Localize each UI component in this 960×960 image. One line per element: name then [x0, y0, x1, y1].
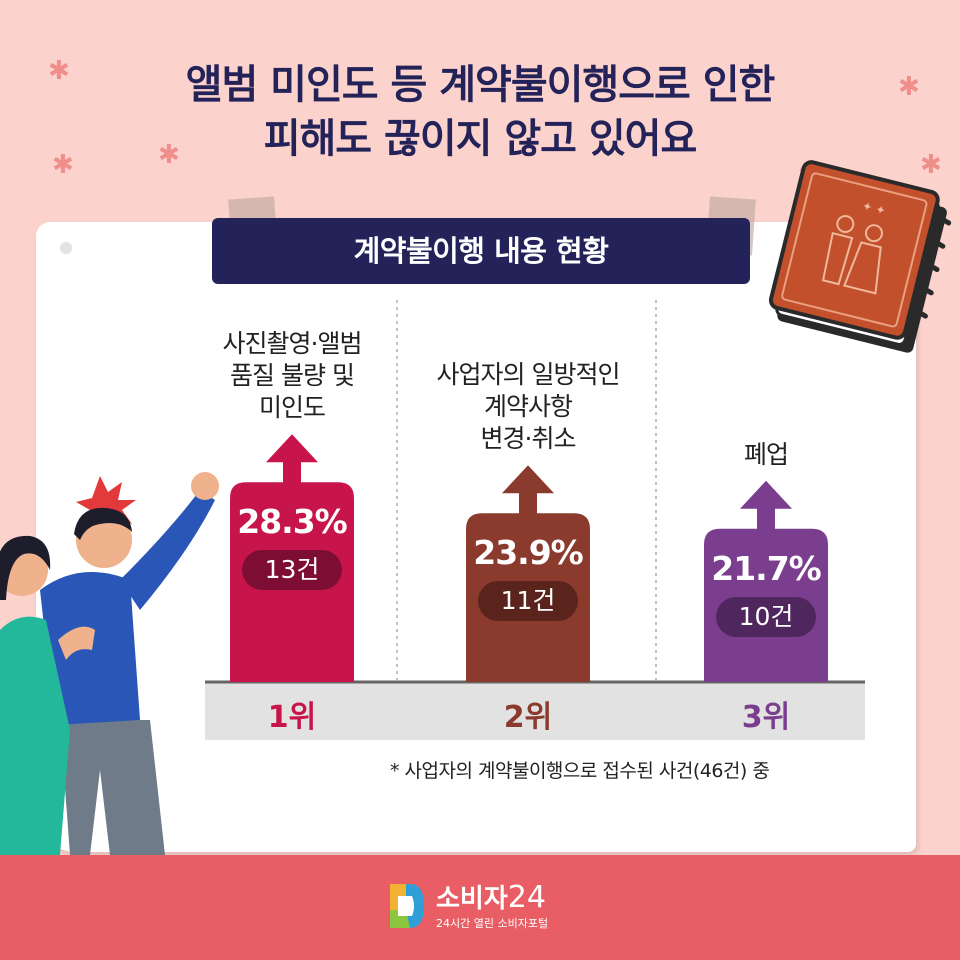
category-label-line: 폐업 [743, 439, 789, 469]
star-icon: ✱ [48, 56, 70, 86]
headline-line2: 피해도 끊이지 않고 있어요 [263, 116, 698, 162]
star-icon: ✱ [52, 150, 74, 180]
brand-number: 24 [507, 880, 546, 915]
chart-title-banner: 계약불이행 내용 현황 [212, 218, 750, 284]
footer-bar [0, 855, 960, 960]
arrow-up-icon [740, 480, 792, 509]
rank-label: 1위 [267, 700, 317, 735]
percent-label: 28.3% [237, 502, 348, 542]
worried-couple-illustration [0, 472, 219, 855]
percent-label: 23.9% [473, 533, 584, 573]
category-label-line: 품질 불량 및 [230, 361, 355, 391]
category-label: 폐업 [636, 439, 896, 471]
star-icon: ✱ [898, 72, 920, 102]
page-headline: 앨범 미인도 등 계약불이행으로 인한 피해도 끊이지 않고 있어요 [0, 58, 960, 166]
count-badge: 11건 [478, 581, 578, 622]
pin-icon [60, 242, 72, 254]
arrow-shaft [757, 506, 775, 531]
footnote: * 사업자의 계약불이행으로 접수된 사건(46건) 중 [390, 760, 770, 782]
count-badge: 13건 [242, 550, 342, 591]
category-label: 사업자의 일방적인 계약사항 변경·취소 [398, 359, 658, 455]
count-badge: 10건 [716, 596, 816, 637]
rank-strip [205, 682, 865, 740]
category-label-line: 계약사항 [483, 392, 573, 422]
svg-text:✦ ✦: ✦ ✦ [861, 199, 888, 218]
album-book-icon: ✦ ✦ [768, 160, 952, 353]
headline-line1: 앨범 미인도 등 계약불이행으로 인한 [185, 62, 776, 108]
rank-label: 3위 [741, 700, 791, 735]
brand-tagline: 24시간 열린 소비자포털 [436, 917, 549, 930]
star-icon: ✱ [158, 140, 180, 170]
arrow-shaft [283, 460, 301, 485]
brand-name: 소비자 [436, 884, 508, 914]
category-label: 사진촬영·앨범 품질 불량 및 미인도 [162, 328, 422, 424]
star-icon: ✱ [920, 150, 942, 180]
percent-label: 21.7% [711, 548, 822, 588]
arrow-shaft [519, 491, 537, 516]
rank-label: 2위 [503, 700, 553, 735]
arrow-up-icon [266, 434, 318, 463]
brand-wordmark: 소비자24 24시간 열린 소비자포털 [436, 878, 548, 931]
category-label-line: 미인도 [258, 393, 326, 423]
category-label-line: 사업자의 일방적인 [436, 360, 621, 390]
category-label-line: 사진촬영·앨범 [222, 329, 363, 359]
brand-logo-icon [390, 884, 424, 928]
arrow-up-icon [502, 465, 554, 494]
category-label-line: 변경·취소 [480, 424, 577, 454]
